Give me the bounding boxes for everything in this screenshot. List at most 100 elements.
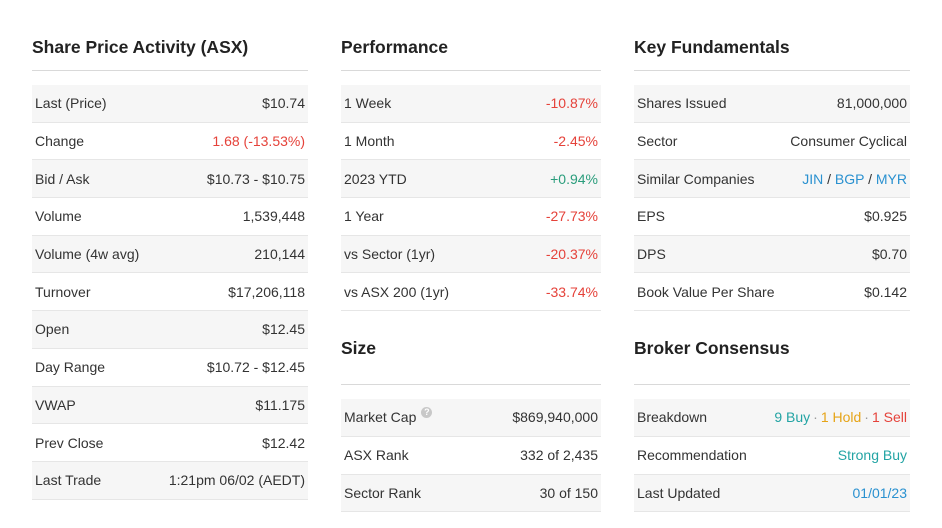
row-ytd: 2023 YTD +0.94%: [341, 160, 601, 199]
section-title: Performance: [341, 37, 448, 57]
row-breakdown: Breakdown 9 Buy · 1 Hold · 1 Sell: [634, 399, 910, 437]
row-label: Market Cap ?: [344, 406, 433, 426]
row-recommendation: Recommendation Strong Buy: [634, 437, 910, 475]
fundamentals-list: Shares Issued 81,000,000 Sector Consumer C…: [634, 85, 910, 312]
section-title: Size: [341, 338, 377, 359]
performance-list: 1 Week -10.87% 1 Month -2.45% 2023 YTD +0.9…: [341, 85, 601, 312]
row-label: Turnover: [35, 283, 91, 300]
row-label: 1 Month: [344, 133, 395, 150]
row-value: -2.45%: [553, 133, 598, 150]
row-bid-ask: Bid / Ask $10.73 - $10.75: [32, 160, 308, 199]
row-label: ASX Rank: [344, 447, 409, 464]
row-label: EPS: [637, 208, 666, 225]
row-last-price: Last (Price) $10.74: [32, 85, 308, 123]
dot-separator: ·: [864, 409, 869, 426]
row-value: $0.70: [871, 246, 907, 263]
section-title: Share Price Activity (ASX): [32, 37, 249, 57]
row-dps: DPS $0.70: [634, 235, 910, 274]
share-price-header: Share Price Activity (ASX): [32, 0, 308, 71]
size-list: Market Cap ? $869,940,000 ASX Rank 332 of…: [341, 399, 601, 513]
row-book-value: Book Value Per Share $0.142: [634, 273, 910, 312]
row-label: Sector Rank: [344, 484, 422, 501]
row-label: DPS: [637, 246, 666, 263]
link-separator: /: [868, 170, 872, 187]
row-value: $869,940,000: [512, 409, 598, 426]
row-label: Similar Companies: [637, 170, 755, 187]
row-eps: EPS $0.925: [634, 198, 910, 236]
row-label: vs Sector (1yr): [344, 246, 436, 263]
breakdown-value: 9 Buy · 1 Hold · 1 Sell: [774, 409, 907, 425]
row-value: $0.925: [864, 208, 907, 225]
row-value: 210,144: [254, 246, 305, 263]
row-label: 1 Year: [344, 208, 384, 225]
row-label: 1 Week: [344, 95, 392, 112]
fundamentals-header: Key Fundamentals: [634, 0, 910, 71]
row-label: Volume (4w avg): [35, 246, 140, 263]
help-icon[interactable]: ?: [421, 406, 433, 418]
row-vwap: VWAP $11.175: [32, 386, 308, 425]
row-label: Bid / Ask: [35, 170, 90, 187]
row-value: $17,206,118: [228, 283, 305, 300]
row-value: -33.74%: [545, 283, 598, 300]
row-sector: Sector Consumer Cyclical: [634, 123, 910, 161]
section-title: Broker Consensus: [634, 338, 790, 359]
row-change: Change 1.68 (-13.53%): [32, 123, 308, 161]
row-value: 30 of 150: [539, 484, 598, 501]
row-1-month: 1 Month -2.45%: [341, 123, 601, 161]
row-market-cap: Market Cap ? $869,940,000: [341, 399, 601, 437]
row-label: 2023 YTD: [344, 170, 407, 187]
row-label: Volume: [35, 208, 82, 225]
row-volume-4w: Volume (4w avg) 210,144: [32, 235, 308, 274]
broker-list: Breakdown 9 Buy · 1 Hold · 1 Sell Recommenda…: [634, 399, 910, 513]
row-asx-rank: ASX Rank 332 of 2,435: [341, 437, 601, 475]
row-value: $10.74: [262, 95, 305, 112]
company-link-myr[interactable]: MYR: [875, 170, 907, 187]
row-1-year: 1 Year -27.73%: [341, 198, 601, 236]
similar-companies-links: JIN / BGP / MYR: [802, 171, 907, 187]
fundamentals-panel: Key Fundamentals Shares Issued 81,000,000…: [634, 0, 910, 513]
row-shares-issued: Shares Issued 81,000,000: [634, 85, 910, 123]
market-cap-label: Market Cap: [344, 409, 417, 426]
row-label: Last Trade: [35, 472, 102, 489]
row-volume: Volume 1,539,448: [32, 198, 308, 236]
link-separator: /: [827, 170, 831, 187]
row-label: vs ASX 200 (1yr): [344, 283, 450, 300]
row-value: 1.68 (-13.53%): [212, 133, 305, 150]
row-label: Book Value Per Share: [637, 283, 775, 300]
row-similar-companies: Similar Companies JIN / BGP / MYR: [634, 160, 910, 199]
row-value: +0.94%: [550, 170, 598, 187]
row-value: 81,000,000: [836, 95, 907, 112]
row-last-updated: Last Updated 01/01/23: [634, 474, 910, 513]
company-link-bgp[interactable]: BGP: [834, 170, 865, 187]
row-day-range: Day Range $10.72 - $12.45: [32, 349, 308, 387]
row-label: Prev Close: [35, 434, 104, 451]
recommendation-value: Strong Buy: [837, 447, 907, 464]
row-open: Open $12.45: [32, 311, 308, 349]
sell-count: 1 Sell: [871, 409, 907, 426]
row-last-trade: Last Trade 1:21pm 06/02 (AEDT): [32, 461, 308, 500]
row-value: 1:21pm 06/02 (AEDT): [168, 472, 305, 489]
row-value: -27.73%: [545, 208, 598, 225]
size-header: Size: [341, 311, 601, 386]
section-title: Key Fundamentals: [634, 37, 790, 57]
row-1-week: 1 Week -10.87%: [341, 85, 601, 123]
row-value: $10.72 - $12.45: [206, 359, 305, 376]
row-value: $12.42: [262, 434, 305, 451]
row-value: $10.73 - $10.75: [206, 170, 305, 187]
row-vs-asx200: vs ASX 200 (1yr) -33.74%: [341, 273, 601, 312]
share-price-panel: Share Price Activity (ASX) Last (Price) $…: [32, 0, 308, 500]
performance-panel: Performance 1 Week -10.87% 1 Month -2.45% …: [341, 0, 601, 513]
row-label: Change: [35, 133, 85, 150]
row-value: $0.142: [864, 283, 907, 300]
performance-header: Performance: [341, 0, 601, 71]
row-label: Day Range: [35, 359, 106, 376]
share-price-list: Last (Price) $10.74 Change 1.68 (-13.53%) …: [32, 85, 308, 500]
hold-count: 1 Hold: [820, 409, 862, 426]
company-link-jin[interactable]: JIN: [802, 170, 824, 187]
row-turnover: Turnover $17,206,118: [32, 273, 308, 312]
last-updated-link[interactable]: 01/01/23: [852, 484, 908, 501]
row-label: Recommendation: [637, 447, 747, 464]
row-value: -20.37%: [545, 246, 598, 263]
row-value: 332 of 2,435: [520, 447, 598, 464]
row-label: Sector: [637, 133, 678, 150]
